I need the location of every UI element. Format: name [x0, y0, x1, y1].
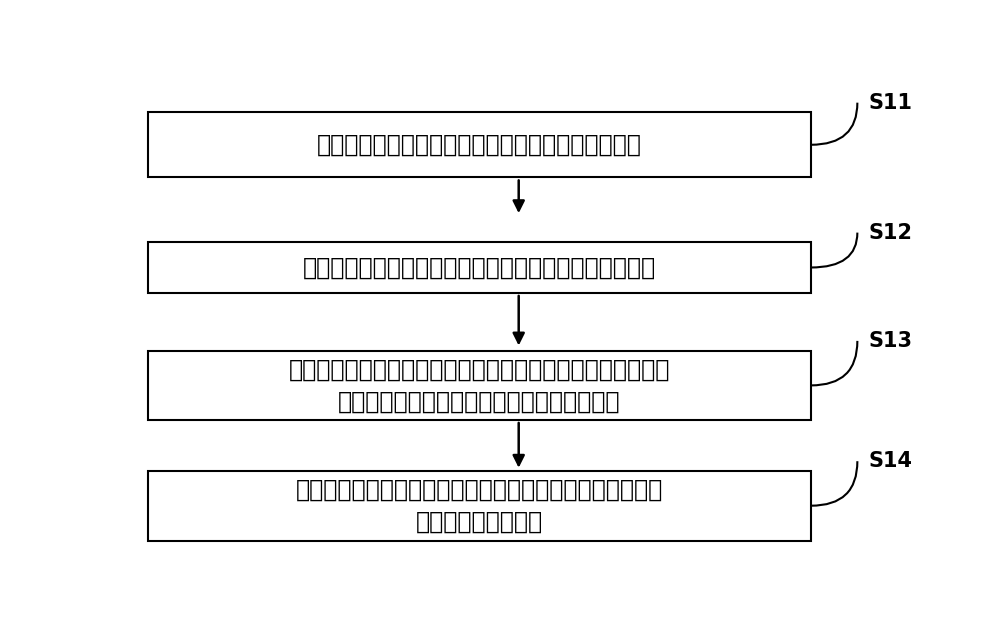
Text: S14: S14	[869, 451, 913, 471]
Bar	[148, 112, 811, 178]
Text: 将所述第一嵌入向量联合所述第二嵌入向量输入至支持向量: 将所述第一嵌入向量联合所述第二嵌入向量输入至支持向量	[296, 478, 663, 502]
Text: 将活性检测后的发声帧输入至用于表征困难气道的说话人的说: 将活性检测后的发声帧输入至用于表征困难气道的说话人的说	[289, 357, 670, 381]
Bar	[148, 242, 811, 292]
Bar	[148, 471, 811, 541]
Text: S13: S13	[869, 331, 913, 351]
Bar	[148, 351, 811, 420]
Text: S12: S12	[869, 222, 913, 243]
Text: 将提取的声学特征进行平均池化处理，得到第一嵌入向量: 将提取的声学特征进行平均池化处理，得到第一嵌入向量	[303, 256, 656, 279]
Text: 对用户的语音音频进行声学特征提取和语音活性检测: 对用户的语音音频进行声学特征提取和语音活性检测	[317, 132, 642, 157]
Text: 话人模型，得到表征困难气道的第二嵌入向量: 话人模型，得到表征困难气道的第二嵌入向量	[338, 389, 621, 413]
Text: S11: S11	[869, 92, 913, 112]
Text: 机，以检测困难气道: 机，以检测困难气道	[416, 509, 543, 534]
